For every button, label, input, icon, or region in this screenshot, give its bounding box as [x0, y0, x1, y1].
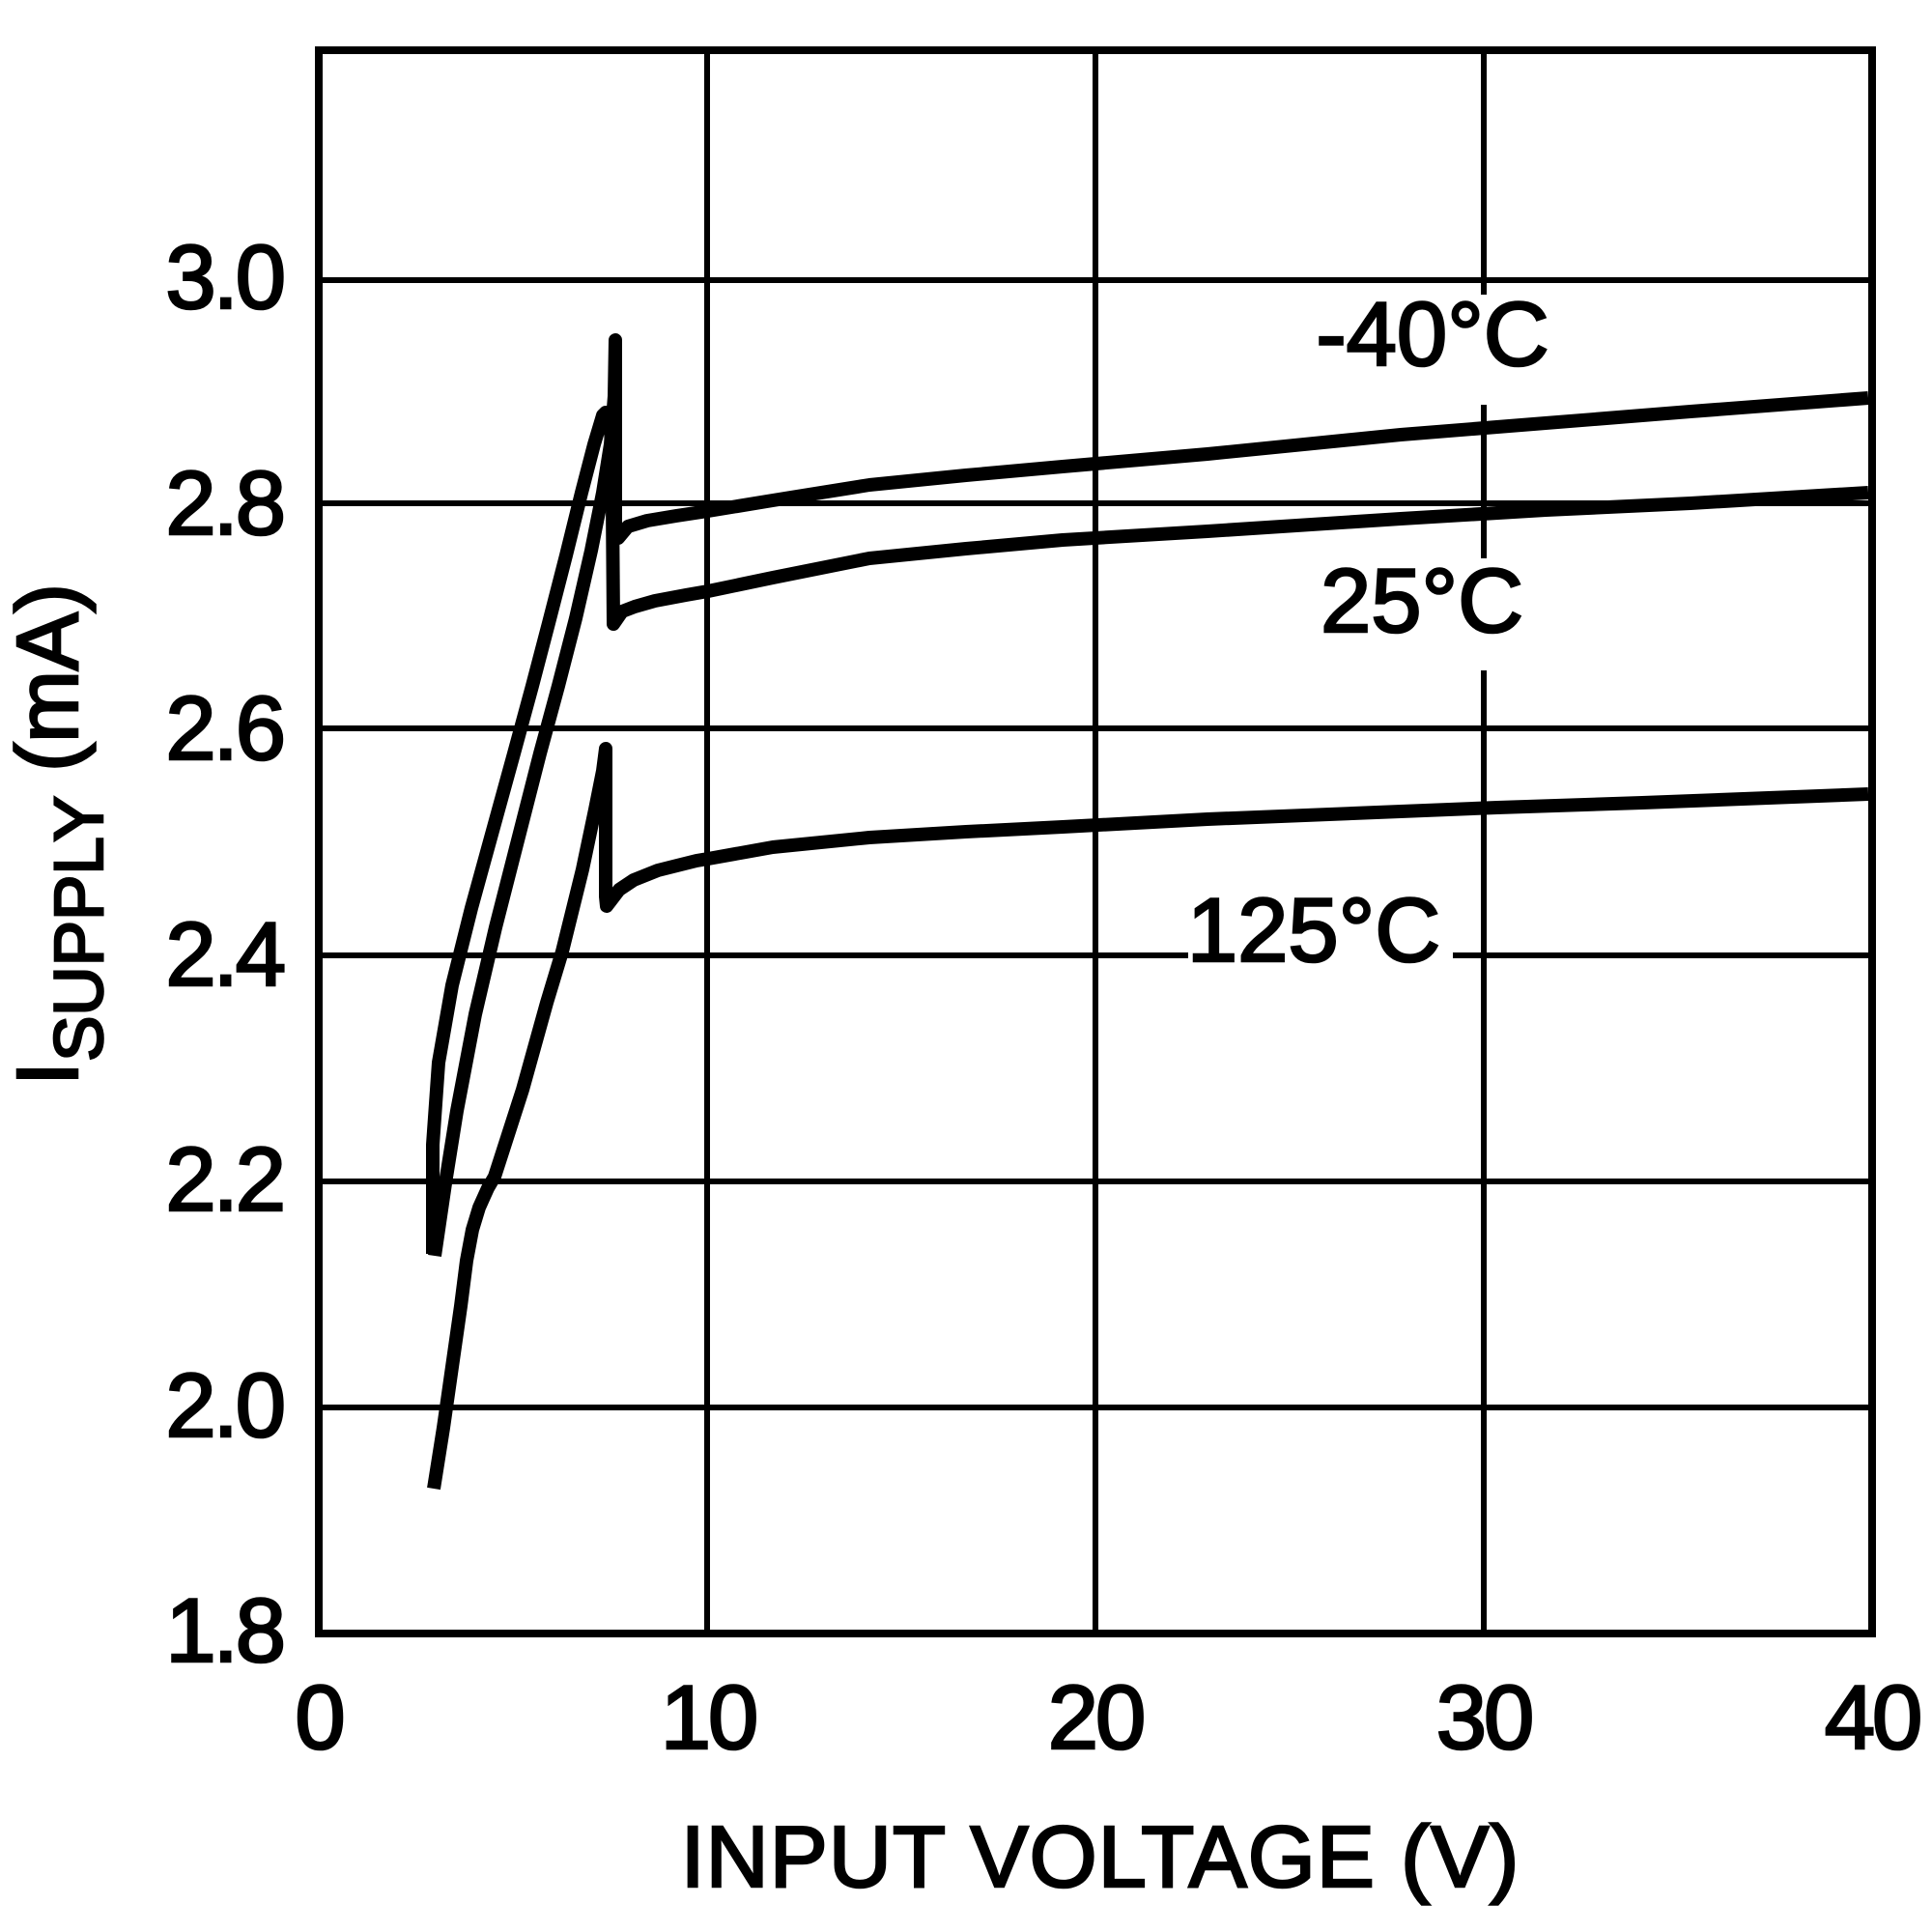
svg-text:2.4: 2.4: [165, 903, 283, 1005]
svg-text:20: 20: [1048, 1666, 1144, 1768]
svg-text:125°C: 125°C: [1187, 879, 1440, 980]
svg-text:-40°C: -40°C: [1316, 283, 1548, 384]
svg-text:2.6: 2.6: [165, 677, 283, 779]
svg-text:2.2: 2.2: [165, 1128, 283, 1230]
svg-text:INPUT VOLTAGE (V): INPUT VOLTAGE (V): [681, 1809, 1520, 1906]
svg-text:10: 10: [661, 1666, 756, 1768]
svg-text:25°C: 25°C: [1321, 550, 1523, 651]
svg-text:3.0: 3.0: [165, 226, 283, 327]
svg-text:2.0: 2.0: [165, 1354, 283, 1456]
svg-text:1.8: 1.8: [165, 1579, 283, 1681]
svg-text:40: 40: [1825, 1666, 1920, 1768]
svg-text:0: 0: [295, 1666, 342, 1768]
svg-text:2.8: 2.8: [165, 452, 283, 554]
svg-text:30: 30: [1436, 1666, 1532, 1768]
